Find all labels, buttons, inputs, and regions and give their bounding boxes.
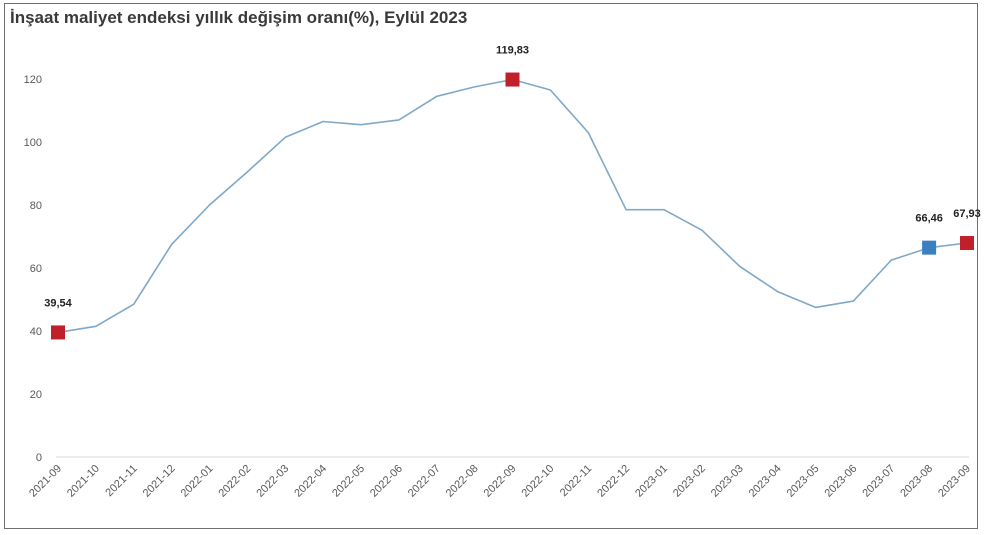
- highlight-marker: [922, 240, 937, 255]
- data-label: 119,83: [496, 45, 529, 57]
- x-tick-label: 2022-04: [292, 463, 329, 500]
- x-tick-label: 2023-06: [822, 463, 859, 500]
- y-tick-label: 60: [30, 263, 42, 275]
- chart-frame: [4, 3, 978, 529]
- x-tick-label: 2023-09: [936, 463, 973, 500]
- x-tick-label: 2022-09: [482, 463, 519, 500]
- x-tick-label: 2023-01: [633, 463, 670, 500]
- data-label: 66,46: [915, 213, 943, 225]
- x-tick-label: 2023-03: [709, 463, 746, 500]
- x-tick-label: 2022-06: [368, 463, 405, 500]
- y-tick-label: 40: [30, 326, 42, 338]
- y-tick-label: 0: [36, 452, 42, 464]
- y-tick-label: 120: [24, 74, 42, 86]
- y-tick-label: 80: [30, 200, 42, 212]
- x-axis: 2021-09 2021-10 2021-11 2021-12 2022-01 2022-…: [27, 456, 973, 500]
- x-tick-label: 2022-05: [330, 463, 367, 500]
- x-tick-label: 2022-03: [254, 463, 291, 500]
- x-tick-label: 2023-08: [898, 463, 935, 500]
- highlight-marker: [51, 325, 65, 340]
- x-tick-label: 2023-05: [785, 463, 822, 500]
- x-tick-label: 2021-12: [141, 463, 178, 500]
- highlight-marker: [960, 236, 974, 251]
- y-axis: 0 20 40 60 80 100 120: [24, 74, 42, 464]
- series-line: [57, 78, 968, 334]
- x-tick-label: 2022-08: [444, 463, 481, 500]
- highlight-marker: [505, 72, 520, 87]
- data-label: 39,54: [44, 297, 72, 309]
- data-label: 67,93: [953, 208, 981, 220]
- plot-area: [57, 78, 968, 334]
- x-tick-label: 2021-09: [27, 463, 64, 500]
- x-tick-label: 2022-12: [595, 463, 632, 500]
- y-tick-label: 100: [24, 137, 42, 149]
- x-tick-label: 2022-02: [216, 463, 253, 500]
- data-labels: 39,54 119,83 66,46 67,93: [44, 45, 981, 310]
- x-tick-label: 2022-01: [179, 463, 216, 500]
- x-tick-label: 2022-10: [519, 463, 556, 500]
- x-tick-label: 2021-11: [103, 463, 139, 499]
- x-tick-label: 2023-02: [671, 463, 708, 500]
- x-tick-label: 2022-11: [558, 463, 594, 499]
- x-tick-label: 2023-07: [860, 463, 897, 500]
- highlight-markers: [51, 72, 974, 340]
- x-tick-label: 2023-04: [747, 463, 784, 500]
- x-tick-label: 2021-10: [65, 463, 102, 500]
- y-tick-label: 20: [30, 389, 42, 401]
- x-tick-label: 2022-07: [406, 463, 443, 500]
- chart-title: İnşaat maliyet endeksi yıllık değişim or…: [10, 8, 468, 27]
